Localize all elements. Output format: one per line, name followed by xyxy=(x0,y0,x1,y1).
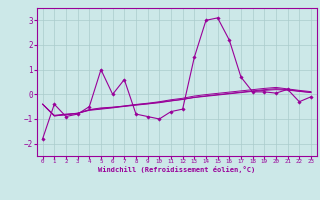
X-axis label: Windchill (Refroidissement éolien,°C): Windchill (Refroidissement éolien,°C) xyxy=(98,166,255,173)
